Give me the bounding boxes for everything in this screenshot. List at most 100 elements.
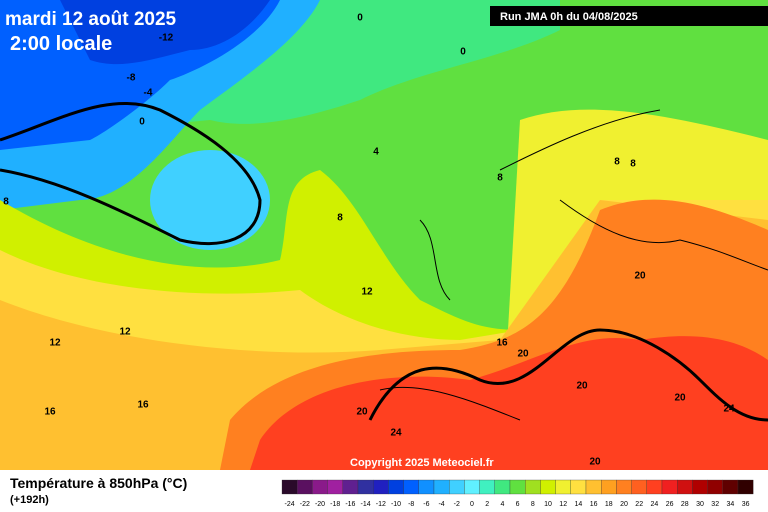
coastline (379, 109, 661, 421)
scale-label: 22 (635, 501, 643, 508)
isotherm-0 (0, 101, 262, 246)
contour-label: 16 (44, 407, 56, 418)
scale-swatch (585, 479, 602, 495)
contour-label: 16 (137, 400, 149, 411)
scale-label: -10 (391, 501, 401, 508)
map-title: mardi 12 août 2025 (5, 9, 177, 30)
scale-swatch (677, 479, 693, 495)
scale-swatch (737, 479, 754, 495)
forecast-lead: (+192h) (10, 494, 49, 506)
scale-swatch (342, 479, 359, 495)
contour-label: 12 (49, 338, 61, 349)
contour-label: 24 (723, 404, 735, 415)
scale-swatch (555, 479, 571, 495)
color-scale: -24 -22 -20 -18 -16 -14 -12 -10 -8 -6 -4 -2 0 2 4 6 8 10 1… (281, 479, 754, 508)
scale-label: 12 (559, 501, 567, 508)
scale-label: -24 (285, 501, 295, 508)
scale-swatch (388, 479, 404, 495)
scale-swatch (570, 479, 587, 495)
zone-hotter (250, 336, 768, 470)
scale-label: 8 (531, 501, 535, 508)
scale-label: 6 (516, 501, 520, 508)
scale-swatch (722, 479, 739, 495)
scale-label: 32 (711, 501, 719, 508)
scale-label: 34 (727, 501, 735, 508)
contour-label: -8 (127, 73, 136, 84)
contour-label: 12 (119, 327, 131, 338)
scale-swatch (509, 479, 526, 495)
scale-swatch (449, 479, 465, 495)
scale-swatch (525, 479, 541, 495)
scale-label: -18 (330, 501, 340, 508)
run-info: Run JMA 0h du 04/08/2025 (500, 11, 638, 23)
contour-label: 0 (357, 13, 363, 24)
scale-swatch (707, 479, 723, 495)
scale-swatch (631, 479, 647, 495)
contour-label: -4 (144, 88, 153, 99)
scale-label: 24 (651, 501, 659, 508)
scale-label: -2 (454, 501, 460, 508)
scale-label: 14 (575, 501, 583, 508)
contour-label: 4 (373, 147, 379, 158)
contour-label: 20 (356, 407, 368, 418)
scale-swatch (433, 479, 450, 495)
zone-coldest (60, 0, 270, 65)
scale-label: 20 (620, 501, 628, 508)
scale-label: 36 (742, 501, 750, 508)
map-time: 2:00 locale (10, 33, 112, 55)
contour-label: 20 (576, 381, 588, 392)
scale-label: -14 (361, 501, 371, 508)
scale-swatch (464, 479, 480, 495)
scale-swatch (601, 479, 617, 495)
contour-label: 0 (139, 117, 145, 128)
scale-swatch (403, 479, 419, 495)
contour-label: 8 (497, 173, 503, 184)
scale-swatch (479, 479, 495, 495)
scale-label: 26 (666, 501, 674, 508)
scale-swatch (418, 479, 435, 495)
contour-label: 20 (589, 457, 601, 468)
scale-swatch (312, 479, 328, 495)
scale-swatch (297, 479, 313, 495)
scale-swatch (646, 479, 663, 495)
contour-label: 0 (460, 47, 466, 58)
contour-label: 16 (496, 338, 508, 349)
contour-label: 20 (517, 349, 529, 360)
contour-label: 8 (614, 157, 620, 168)
scale-label: -6 (423, 501, 429, 508)
scale-label: 0 (470, 501, 474, 508)
scale-label: 4 (500, 501, 504, 508)
scale-swatch (540, 479, 556, 495)
contour-label: 8 (630, 159, 636, 170)
scale-label: 28 (681, 501, 689, 508)
scale-swatch (661, 479, 678, 495)
coastline (559, 199, 768, 271)
scale-label: -22 (300, 501, 310, 508)
scale-label: 16 (590, 501, 598, 508)
legend-title: Température à 850hPa (°C) (10, 475, 187, 491)
scale-swatch (373, 479, 389, 495)
scale-label: 18 (605, 501, 613, 508)
scale-label: 2 (485, 501, 489, 508)
contour-label: 12 (361, 287, 373, 298)
scale-swatch (281, 479, 298, 495)
contour-label: 8 (337, 213, 343, 224)
scale-swatch (327, 479, 343, 495)
scale-label: -20 (315, 501, 325, 508)
zone-cold-low (150, 150, 270, 250)
contour-label: -12 (159, 33, 174, 44)
isotherm-20 (368, 328, 768, 422)
run-box (490, 6, 768, 26)
copyright: Copyright 2025 Meteociel.fr (350, 457, 494, 469)
scale-swatch (616, 479, 632, 495)
scale-swatch (692, 479, 708, 495)
scale-swatch (357, 479, 374, 495)
scale-label: -4 (438, 501, 444, 508)
scale-label: 30 (696, 501, 704, 508)
scale-label: -12 (376, 501, 386, 508)
contour-label: 8 (3, 197, 9, 208)
scale-label: -8 (408, 501, 414, 508)
scale-label: 10 (544, 501, 552, 508)
